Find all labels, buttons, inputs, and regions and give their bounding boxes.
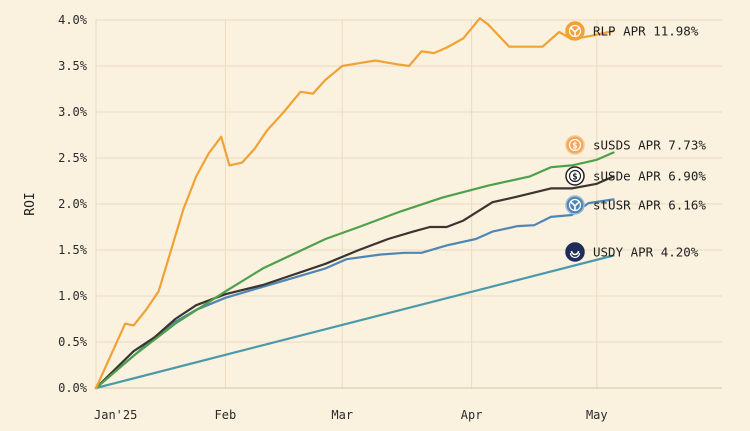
series-lines	[94, 17, 615, 390]
x-tick-label: Mar	[331, 408, 353, 422]
legend-label-rlp: RLP APR 11.98%	[593, 24, 699, 39]
y-tick-label: 1.0%	[58, 289, 88, 303]
y-tick-label: 0.0%	[58, 381, 88, 395]
x-axis-ticks: Jan'25 Feb Mar Apr May	[94, 408, 608, 422]
y-tick-label: 4.0%	[58, 13, 88, 27]
legend-label-susds: sUSDS APR 7.73%	[593, 138, 706, 153]
svg-text:$: $	[572, 142, 577, 152]
y-axis-ticks: 0.0% 0.5% 1.0% 1.5% 2.0% 2.5% 3.0% 3.5% 4.0%	[58, 13, 88, 395]
rlp-icon	[565, 21, 585, 41]
usdy-icon	[565, 242, 585, 262]
susds-icon: $	[565, 135, 585, 155]
legend-label-susde: sUSDe APR 6.90%	[593, 169, 706, 184]
legend: RLP APR 11.98% $ sUSDS APR 7.73% $ sUSDe APR…	[565, 21, 706, 262]
y-tick-label: 3.5%	[58, 59, 88, 73]
series-line-usdy	[94, 254, 615, 390]
series-line-susde	[94, 175, 615, 390]
series-line-susds	[94, 151, 615, 390]
y-tick-label: 2.0%	[58, 197, 88, 211]
legend-label-stusr: stUSR APR 6.16%	[593, 198, 706, 213]
stusr-icon	[565, 195, 585, 215]
y-tick-label: 3.0%	[58, 105, 88, 119]
y-tick-label: 1.5%	[58, 243, 88, 257]
x-tick-label: Feb	[215, 408, 237, 422]
y-axis-label: ROI	[23, 192, 38, 215]
svg-text:$: $	[572, 173, 577, 183]
x-tick-label: May	[586, 408, 608, 422]
y-tick-label: 0.5%	[58, 335, 88, 349]
grid	[95, 19, 722, 389]
x-tick-label: Jan'25	[94, 408, 137, 422]
y-tick-label: 2.5%	[58, 151, 88, 165]
legend-label-usdy: USDY APR 4.20%	[593, 245, 699, 260]
susde-icon: $	[565, 166, 585, 186]
series-line-stusr	[94, 198, 615, 390]
x-tick-label: Apr	[461, 408, 483, 422]
series-line-rlp	[94, 17, 615, 390]
